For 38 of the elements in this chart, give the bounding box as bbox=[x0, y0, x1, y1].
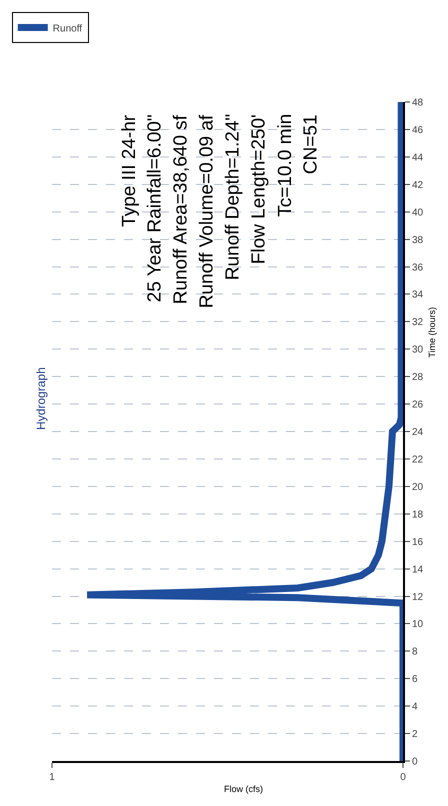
annotation: Type III 24-hr bbox=[119, 114, 140, 227]
y-tick-label: 20 bbox=[412, 482, 424, 493]
y-tick-label: 46 bbox=[412, 124, 424, 136]
y-tick-label: 18 bbox=[412, 509, 424, 520]
x-tick-label: 1 bbox=[49, 772, 56, 783]
y-tick-label: 4 bbox=[412, 702, 418, 713]
annotation: Runoff Depth=1.24" bbox=[222, 114, 244, 280]
y-tick-label: 24 bbox=[412, 427, 424, 438]
annotation: Runoff Area=38,640 sf bbox=[170, 114, 192, 304]
y-tick-label: 22 bbox=[412, 454, 424, 466]
annotation: 25 Year Rainfall=6.00" bbox=[144, 114, 166, 302]
y-tick-label: 34 bbox=[412, 290, 424, 301]
y-tick-label: 2 bbox=[412, 729, 418, 740]
x-axis-title: Flow (cfs) bbox=[224, 784, 263, 794]
y-tick-label: 6 bbox=[412, 674, 418, 686]
y-tick-label: 48 bbox=[412, 98, 424, 108]
y-tick-label: 40 bbox=[412, 207, 424, 218]
y-tick-label: 36 bbox=[412, 262, 424, 274]
y-tick-label: 12 bbox=[412, 592, 424, 603]
y-tick-label: 38 bbox=[412, 234, 424, 246]
y-tick-label: 26 bbox=[412, 400, 424, 411]
y-tick-label: 32 bbox=[412, 317, 424, 328]
y-tick-label: 8 bbox=[412, 646, 418, 658]
legend-label: Runoff bbox=[52, 23, 82, 34]
y-tick-label: 30 bbox=[412, 344, 424, 356]
y-tick-label: 14 bbox=[412, 564, 424, 576]
annotation: CN=51 bbox=[300, 114, 322, 174]
y-tick-label: 44 bbox=[412, 152, 424, 164]
annotation: Runoff Volume=0.09 af bbox=[196, 114, 218, 308]
y-tick-label: 42 bbox=[412, 180, 424, 191]
y-tick-label: 0 bbox=[412, 756, 418, 768]
text: Hydrograph bbox=[34, 367, 48, 430]
annotation: Flow Length=250' bbox=[248, 114, 270, 264]
y-tick-label: 28 bbox=[412, 372, 424, 384]
annotation: Tc=10.0 min bbox=[274, 114, 296, 217]
y-tick-label: 16 bbox=[412, 536, 424, 548]
y-axis-title: Time (hours) bbox=[426, 306, 437, 358]
y-tick-label: 10 bbox=[412, 619, 424, 630]
